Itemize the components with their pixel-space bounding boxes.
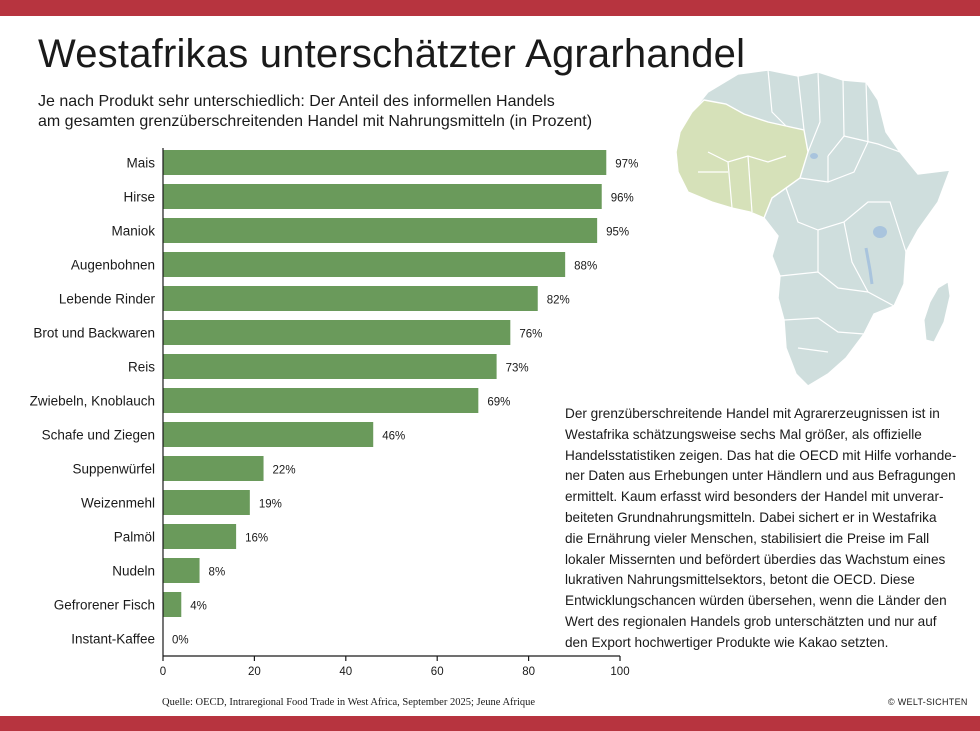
body-text-line: beiteten Grundnahrungsmitteln. Dabei sic… [565, 509, 937, 525]
category-label: Schafe und Ziegen [42, 428, 155, 443]
body-text-line: lokaler Missernten und befördert überdie… [565, 551, 946, 567]
bar [163, 422, 374, 447]
value-label: 8% [209, 567, 226, 579]
category-label: Instant-Kaffee [71, 632, 155, 647]
category-label: Reis [128, 360, 155, 375]
bar [163, 388, 479, 413]
category-label: Suppenwürfel [72, 462, 155, 477]
value-label: 73% [506, 363, 529, 375]
category-label: Gefrorener Fisch [54, 598, 155, 613]
x-tick-label: 80 [522, 666, 535, 678]
bar [163, 320, 511, 345]
category-label: Maniok [111, 224, 155, 239]
bar [163, 456, 264, 481]
value-label: 0% [172, 635, 189, 647]
value-label: 95% [606, 227, 629, 239]
value-label: 4% [190, 601, 207, 613]
body-text: Der grenzüberschreitende Handel mit Agra… [565, 404, 965, 654]
x-tick-label: 0 [160, 666, 166, 678]
value-label: 97% [615, 159, 638, 171]
top-color-band [0, 0, 980, 16]
x-tick-label: 40 [339, 666, 352, 678]
category-label: Palmöl [114, 530, 155, 545]
body-text-line: ermittelt. Kaum erfasst wird besonders d… [565, 489, 944, 505]
bar [163, 252, 566, 277]
bar [163, 218, 598, 243]
bar [163, 524, 237, 549]
bar [163, 184, 602, 209]
bar [163, 592, 182, 617]
value-label: 16% [245, 533, 268, 545]
bar [163, 354, 497, 379]
x-tick-label: 20 [248, 666, 261, 678]
value-label: 96% [611, 193, 634, 205]
chart-subtitle: Je nach Produkt sehr unterschiedlich: De… [38, 92, 638, 132]
category-label: Nudeln [112, 564, 155, 579]
x-axis: 0 20 40 60 80 100 [160, 148, 630, 678]
x-tick-label: 60 [431, 666, 444, 678]
body-text-line: Der grenzüberschreitende Handel mit Agra… [565, 406, 940, 421]
country-borders [698, 69, 907, 353]
bar [163, 286, 538, 311]
bar-chart: Mais 97% Hirse 96% Maniok 95% Augenbohnen 88% Le… [30, 148, 638, 678]
body-text-line: den Export hochwertiger Produkte wie Kak… [565, 634, 889, 650]
lake-tanganyika [864, 247, 874, 285]
page-title: Westafrikas unterschätzter Agrarhandel [38, 32, 746, 76]
subtitle-line-1: Je nach Produkt sehr unterschiedlich: De… [38, 93, 555, 110]
lake-victoria [873, 226, 887, 238]
body-text-line: ner Daten aus Erhebungen unter Händlern … [565, 468, 956, 484]
bar [163, 558, 200, 583]
value-label: 88% [574, 261, 597, 273]
category-label: Hirse [123, 190, 155, 205]
value-label: 76% [519, 329, 542, 341]
category-label: Zwiebeln, Knoblauch [30, 394, 155, 409]
body-text-line: lukrativen Nahrungsmittelsektors, betont… [565, 572, 915, 588]
lake-chad [810, 153, 818, 159]
body-text-line: Entwicklungschancen würden übersehen, we… [565, 593, 947, 609]
body-text-line: Handelsstatistiken zeigen. Das hat die O… [565, 447, 957, 463]
category-label: Mais [126, 156, 155, 171]
bar [163, 490, 250, 515]
body-text-line: Westafrika schätzungsweise sechs Mal grö… [565, 426, 922, 442]
madagascar [923, 281, 951, 343]
value-label: 82% [547, 295, 570, 307]
value-label: 19% [259, 499, 282, 511]
bar-series: Mais 97% Hirse 96% Maniok 95% Augenbohnen 88% Le… [30, 150, 638, 647]
category-label: Brot und Backwaren [33, 326, 155, 341]
africa-map [675, 69, 952, 387]
bottom-color-band [0, 716, 980, 731]
body-text-line: Wert des regionalen Handels grob untersc… [565, 613, 937, 629]
value-label: 22% [273, 465, 296, 477]
body-text-line: die Ernährung vieler Menschen, stabilisi… [565, 530, 930, 546]
west-africa-region [675, 99, 809, 219]
copyright-note: © WELT-SICHTEN [888, 697, 968, 707]
category-label: Weizenmehl [81, 496, 155, 511]
value-label: 69% [487, 397, 510, 409]
category-label: Augenbohnen [71, 258, 155, 273]
category-label: Lebende Rinder [59, 292, 156, 307]
subtitle-line-2: am gesamten grenzüberschreitenden Handel… [38, 113, 593, 130]
source-note: Quelle: OECD, Intraregional Food Trade i… [162, 697, 536, 708]
bar [163, 150, 607, 175]
value-label: 46% [382, 431, 405, 443]
x-tick-label: 100 [610, 666, 629, 678]
